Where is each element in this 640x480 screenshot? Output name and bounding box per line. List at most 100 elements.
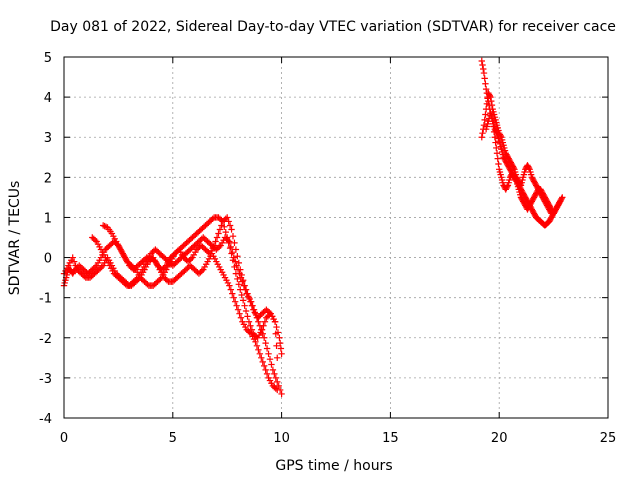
data-point: [187, 255, 195, 263]
data-point: [481, 116, 488, 124]
y-axis-title: SDTVAR / TECUs: [7, 181, 23, 296]
data-point: [265, 350, 272, 358]
data-point: [482, 111, 489, 118]
data-point: [255, 346, 262, 354]
axis-ticks: [63, 56, 609, 419]
data-point: [260, 334, 268, 341]
data-point: [248, 302, 256, 309]
data-point: [244, 313, 251, 320]
data-point: [488, 101, 496, 109]
data-point: [277, 345, 285, 352]
data-point: [221, 223, 228, 231]
data-point: [252, 310, 259, 317]
data-point: [272, 385, 279, 392]
data-point: [497, 132, 504, 140]
data-point: [479, 130, 486, 137]
data-point: [224, 236, 232, 244]
data-point: [239, 297, 247, 304]
plot-frame: [63, 56, 609, 419]
data-point: [273, 323, 280, 331]
data-point: [69, 254, 76, 261]
data-point: [236, 310, 243, 317]
x-tick-label: 0: [60, 431, 68, 446]
data-point: [234, 253, 241, 260]
data-point: [163, 277, 171, 284]
data-point: [550, 210, 557, 217]
data-point: [242, 286, 250, 293]
data-point: [482, 105, 490, 113]
y-tick-label: 2: [44, 171, 52, 186]
data-point: [278, 390, 285, 398]
data-point: [213, 234, 221, 241]
data-point: [226, 238, 233, 245]
data-point: [229, 290, 236, 297]
data-point: [231, 258, 239, 265]
data-point: [480, 121, 488, 129]
data-point: [227, 286, 235, 293]
data-point: [238, 291, 245, 299]
data-point: [226, 222, 234, 229]
data-point: [479, 61, 486, 69]
data-point: [558, 195, 565, 202]
data-point: [230, 294, 237, 301]
data-point: [237, 266, 244, 273]
data-point: [266, 355, 274, 363]
data-point: [252, 338, 259, 345]
data-point: [241, 282, 248, 289]
data-point: [239, 277, 247, 284]
data-point: [490, 123, 497, 130]
data-point: [482, 80, 489, 87]
data-point: [495, 160, 502, 168]
data-point: [237, 314, 245, 321]
data-point: [493, 144, 500, 152]
data-point: [278, 350, 285, 358]
x-axis-title: GPS time / hours: [275, 458, 392, 474]
data-point: [72, 262, 79, 269]
y-tick-label: 1: [44, 211, 52, 226]
data-point: [246, 329, 253, 336]
data-point: [268, 361, 275, 368]
data-point: [228, 250, 235, 257]
y-tick-labels: -4 -3 -2 -1 0 1 2 3 4 5: [39, 51, 52, 427]
data-point: [226, 244, 234, 252]
x-tick-label: 20: [491, 431, 508, 446]
data-point: [198, 267, 206, 275]
data-point: [233, 302, 240, 309]
y-tick-label: -3: [39, 372, 52, 387]
data-point: [487, 93, 494, 101]
data-point: [263, 370, 271, 378]
chart-title: Day 081 of 2022, Sidereal Day-to-day VTE…: [50, 19, 616, 35]
data-point: [247, 322, 254, 329]
data-point: [205, 249, 212, 256]
data-point: [253, 342, 261, 349]
data-point: [215, 230, 222, 237]
data-point: [559, 194, 566, 201]
data-point: [212, 238, 219, 245]
data-point: [226, 282, 233, 289]
data-point: [216, 243, 223, 251]
data-point: [482, 85, 490, 93]
data-point: [209, 215, 216, 222]
y-tick-label: 4: [44, 91, 52, 106]
data-point: [245, 318, 253, 325]
data-point: [216, 226, 224, 233]
data-point: [493, 150, 501, 157]
series-track-G: [482, 109, 557, 217]
data-point: [276, 339, 284, 347]
data-point: [274, 386, 281, 394]
data-point: [222, 228, 229, 236]
data-point: [229, 249, 236, 256]
data-point: [161, 263, 169, 271]
data-point: [483, 100, 491, 107]
data-point: [510, 164, 517, 172]
data-point: [91, 263, 99, 271]
data-point: [276, 334, 283, 341]
x-tick-label: 5: [169, 431, 177, 446]
x-tick-labels: 0 5 10 15 20 25: [60, 431, 616, 446]
data-point: [261, 318, 269, 325]
data-point: [234, 275, 241, 283]
data-point: [260, 362, 268, 370]
y-tick-label: -1: [39, 292, 52, 307]
